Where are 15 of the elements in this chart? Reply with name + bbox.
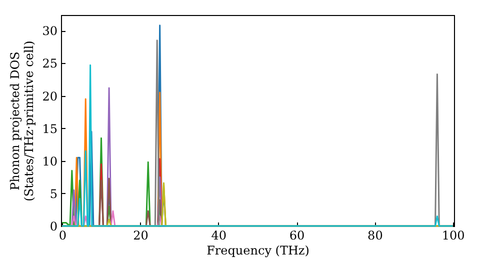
x-axis-title: Frequency (THz): [206, 244, 310, 258]
x-tick-label: 100: [442, 228, 465, 242]
x-tick-label: 80: [368, 228, 383, 242]
x-tick-label: 20: [133, 228, 148, 242]
x-tick-label: 40: [211, 228, 227, 242]
y-tick-label: 0: [50, 220, 58, 234]
y-tick-label: 25: [42, 56, 58, 71]
y-tick-label: 15: [42, 122, 58, 136]
y-tick-label: 30: [42, 24, 58, 38]
y-tick-label: 10: [42, 154, 58, 168]
y-tick-label: 20: [42, 89, 58, 104]
y-tick-label: 5: [50, 186, 58, 201]
x-tick-label: 60: [289, 228, 305, 242]
y-axis-title: Phonon projected DOS (States/THz·primitive cell): [8, 40, 36, 202]
x-tick-label: 0: [58, 228, 66, 242]
